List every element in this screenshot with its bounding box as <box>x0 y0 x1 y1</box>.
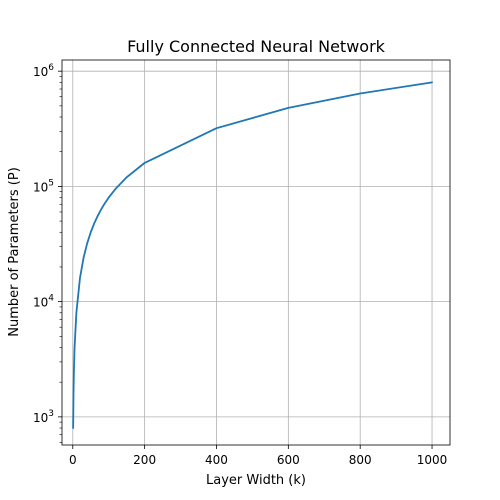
x-tick-label: 400 <box>205 453 228 467</box>
chart-title: Fully Connected Neural Network <box>127 37 386 56</box>
x-tick-label: 200 <box>133 453 156 467</box>
x-axis-label: Layer Width (k) <box>206 473 306 488</box>
x-tick-label: 800 <box>349 453 372 467</box>
x-tick-label: 1000 <box>417 453 448 467</box>
y-axis-label: Number of Parameters (P) <box>7 167 22 337</box>
x-tick-label: 600 <box>277 453 300 467</box>
x-tick-label: 0 <box>69 453 77 467</box>
